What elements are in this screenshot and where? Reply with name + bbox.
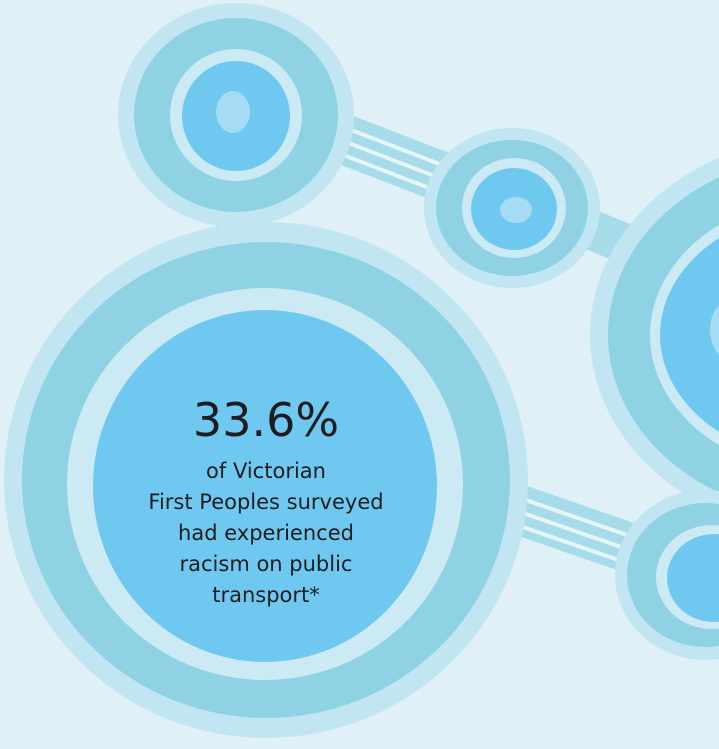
description-line: First Peoples surveyed [148, 490, 383, 514]
description-line: racism on public [180, 552, 353, 576]
highlight [500, 197, 532, 223]
page: Infographic {"stat": {"value": "33.6%", … [0, 0, 719, 749]
description-line: transport* [212, 583, 320, 607]
highlight [216, 91, 250, 133]
body: 33.6% of Victorian First Peoples surveyed… [0, 0, 719, 749]
circle-top-left [118, 3, 354, 227]
description-line: of Victorian [206, 459, 326, 483]
stat-value: 33.6% [193, 393, 339, 447]
infographic: 33.6% of Victorian First Peoples surveyed… [0, 0, 719, 749]
description-line: had experienced [178, 521, 354, 545]
circle-middle [424, 128, 600, 288]
core [93, 310, 437, 662]
